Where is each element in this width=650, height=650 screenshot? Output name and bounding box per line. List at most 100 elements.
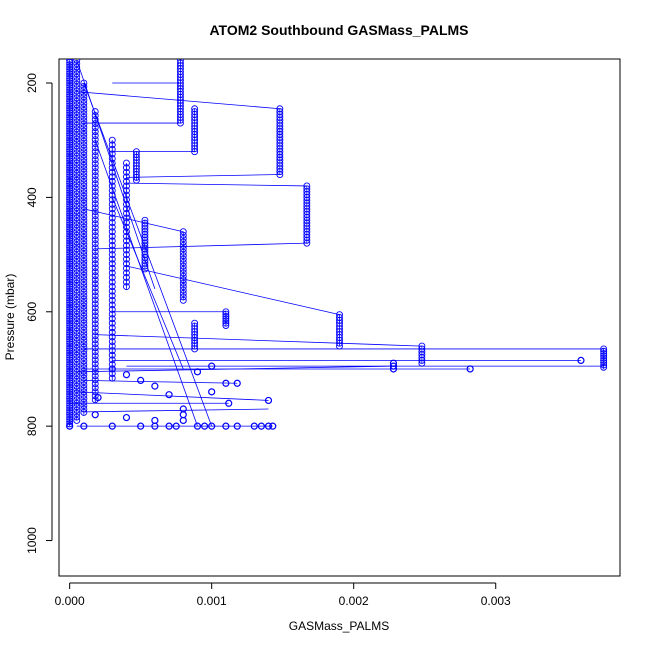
data-point — [73, 207, 81, 215]
data-point — [80, 185, 88, 193]
data-point — [91, 236, 99, 244]
connector-line — [83, 208, 184, 233]
y-axis: 200 400 600 800 1000 — [25, 73, 53, 554]
data-point — [179, 238, 187, 246]
data-point — [73, 375, 81, 383]
data-point — [108, 246, 116, 254]
data-point — [66, 248, 74, 256]
data-point — [91, 284, 99, 292]
data-point — [66, 267, 74, 275]
data-point — [91, 128, 99, 136]
data-point — [91, 228, 99, 236]
data-point — [108, 374, 116, 382]
data-point — [73, 180, 81, 188]
data-point — [73, 121, 81, 129]
data-point — [108, 360, 116, 368]
data-point — [600, 361, 608, 369]
data-point — [73, 372, 81, 380]
series-layer — [66, 59, 608, 430]
data-point — [91, 376, 99, 384]
data-point — [303, 239, 311, 247]
data-point — [80, 113, 88, 121]
data-point — [123, 173, 130, 181]
data-point — [73, 266, 81, 273]
data-point — [418, 359, 426, 367]
data-point — [73, 252, 81, 260]
data-point — [66, 77, 74, 85]
data-point — [123, 228, 130, 236]
data-point — [179, 286, 187, 294]
data-point — [80, 336, 88, 344]
data-point — [80, 213, 88, 221]
data-point — [80, 93, 88, 101]
data-point — [91, 292, 99, 300]
data-point — [165, 422, 173, 430]
data-point — [80, 199, 88, 207]
data-point — [123, 182, 130, 190]
data-point — [73, 317, 81, 325]
data-point — [80, 374, 88, 382]
data-point — [222, 319, 230, 327]
data-point — [66, 269, 74, 277]
data-point — [73, 190, 81, 198]
data-point — [73, 303, 81, 311]
data-point — [66, 312, 74, 320]
data-point — [73, 283, 81, 291]
data-point — [91, 204, 99, 212]
data-point — [66, 212, 74, 220]
data-point — [91, 368, 99, 376]
data-point — [66, 358, 74, 366]
data-point — [80, 402, 88, 410]
data-point — [600, 350, 608, 357]
data-point — [66, 374, 74, 382]
data-point — [66, 404, 74, 412]
data-point — [276, 171, 284, 178]
plot-frame — [58, 58, 621, 577]
data-point — [123, 237, 130, 245]
data-point — [73, 193, 81, 201]
data-point — [73, 128, 81, 136]
data-point — [66, 390, 74, 398]
data-point — [73, 211, 81, 219]
data-point — [80, 408, 88, 416]
data-point — [108, 347, 116, 355]
data-point — [222, 310, 230, 318]
data-point — [108, 296, 116, 304]
data-point — [123, 191, 130, 199]
data-point — [123, 260, 130, 268]
data-point — [73, 269, 81, 277]
data-point — [73, 66, 81, 74]
data-point — [91, 324, 99, 332]
data-point — [123, 168, 130, 176]
data-point — [123, 196, 130, 204]
data-point — [66, 283, 74, 291]
data-point — [91, 116, 99, 124]
data-point — [73, 348, 81, 356]
data-point — [66, 381, 74, 389]
data-point — [66, 301, 74, 309]
data-point — [108, 274, 116, 281]
data-point — [191, 148, 199, 156]
data-point — [80, 134, 88, 142]
data-point — [389, 362, 398, 370]
connector-line — [126, 265, 340, 316]
data-point — [208, 362, 216, 370]
data-point — [91, 164, 99, 172]
data-point — [80, 172, 88, 180]
data-point — [179, 245, 187, 253]
data-point — [80, 151, 88, 159]
data-point — [91, 380, 99, 388]
data-point — [91, 348, 99, 356]
data-point — [91, 140, 99, 148]
data-point — [80, 192, 88, 200]
data-point — [108, 328, 116, 336]
data-point — [91, 411, 99, 419]
data-point — [66, 402, 74, 410]
data-point — [66, 203, 74, 211]
data-point — [73, 382, 81, 390]
data-point — [73, 163, 81, 170]
data-point — [600, 345, 608, 353]
data-point — [66, 225, 74, 233]
data-point — [73, 276, 81, 284]
data-point — [66, 406, 74, 414]
